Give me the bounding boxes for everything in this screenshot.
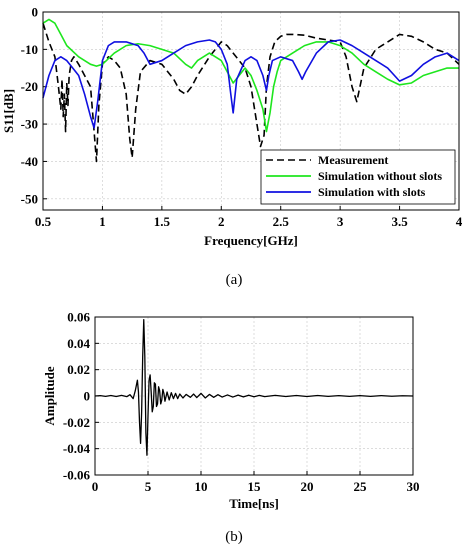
caption-a: (a) [226, 272, 243, 288]
x-tick-label: 5 [145, 479, 152, 494]
x-tick-label: 25 [354, 479, 368, 494]
x-tick-label: 2.5 [273, 214, 290, 229]
legend-box [260, 149, 456, 205]
x-axis-label-a: Frequency[GHz] [204, 233, 298, 248]
y-tick-label: -40 [21, 154, 38, 169]
y-ticks-b: 0.06 0.04 0.02 0 -0.02 -0.04 -0.06 [63, 310, 99, 483]
series-line-a-2 [42, 39, 460, 129]
plot-frame-a [42, 11, 460, 211]
x-tick-label: 1 [99, 214, 106, 229]
x-tick-label: 0 [92, 479, 99, 494]
legend: Measurement Simulation without slots Sim… [260, 149, 456, 205]
x-tick-label: 15 [248, 479, 262, 494]
x-tick-label: 30 [407, 479, 420, 494]
y-tick-label: -30 [21, 117, 38, 132]
legend-label-measurement: Measurement [318, 153, 388, 167]
series-a [42, 18, 460, 163]
y-tick-label: -0.02 [63, 415, 90, 430]
impulse-response-chart: 0.06 0.04 0.02 0 -0.02 -0.04 -0.06 0 5 10 15 20 25 3… [42, 310, 420, 546]
y-tick-label: -50 [21, 191, 38, 206]
series-line-b-0 [94, 318, 414, 456]
y-tick-label: -10 [21, 42, 38, 57]
y-axis-label-a: S11[dB] [1, 89, 16, 133]
plot-frame-b [94, 316, 414, 476]
x-tick-label: 4 [456, 214, 463, 229]
x-ticks-b: 0 5 10 15 20 25 30 [92, 471, 420, 494]
y-tick-label: 0.06 [67, 310, 90, 325]
y-tick-label: -20 [21, 79, 38, 94]
series-line-a-1 [42, 18, 459, 133]
y-tick-label: -0.04 [63, 441, 91, 456]
x-tick-label: 0.5 [35, 214, 52, 229]
caption-b: (b) [225, 529, 243, 545]
y-tick-label: 0 [32, 5, 39, 20]
y-tick-label: 0.02 [67, 362, 90, 377]
x-tick-label: 3 [337, 214, 344, 229]
y-axis-label-b: Amplitude [42, 366, 57, 425]
x-tick-label: 2 [218, 214, 225, 229]
y-tick-label: 0 [84, 389, 91, 404]
x-ticks-a: 0.5 1 1.5 2 2.5 3 3.5 4 [35, 206, 463, 229]
s11-chart: 0 -10 -20 -30 -40 -50 0.5 1 1.5 2 2.5 3 3.5 4 Measur… [1, 5, 463, 289]
x-tick-label: 1.5 [154, 214, 171, 229]
x-axis-label-b: Time[ns] [229, 496, 279, 511]
y-tick-label: -0.06 [63, 468, 91, 483]
legend-label-sim-without-slots: Simulation without slots [318, 169, 442, 183]
x-tick-label: 10 [195, 479, 208, 494]
series-line-a-0 [42, 22, 460, 163]
x-tick-label: 20 [301, 479, 314, 494]
x-tick-label: 3.5 [391, 214, 408, 229]
series-b [94, 318, 414, 456]
y-tick-label: 0.04 [67, 336, 90, 351]
legend-label-sim-with-slots: Simulation with slots [318, 185, 426, 199]
